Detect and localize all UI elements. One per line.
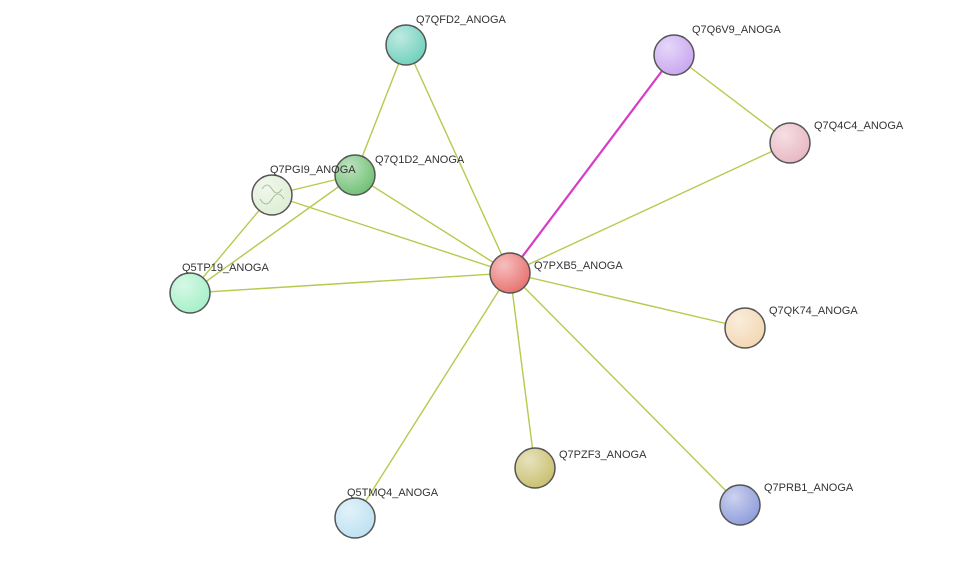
- network-node[interactable]: [490, 253, 530, 293]
- node-label: Q5TP19_ANOGA: [182, 262, 269, 274]
- edge: [510, 143, 790, 273]
- node-label: Q7QK74_ANOGA: [769, 305, 858, 317]
- network-node[interactable]: [252, 175, 292, 215]
- node-label: Q7Q1D2_ANOGA: [375, 154, 465, 166]
- node-label: Q7Q4C4_ANOGA: [814, 120, 904, 132]
- edge: [190, 273, 510, 293]
- network-node[interactable]: [386, 25, 426, 65]
- network-diagram: Q7PXB5_ANOGA Q7QFD2_ANOGA Q7Q6V9_ANOGA Q7Q4…: [0, 0, 975, 568]
- network-node[interactable]: [335, 498, 375, 538]
- edge: [674, 55, 790, 143]
- network-node[interactable]: [515, 448, 555, 488]
- node-label: Q7Q6V9_ANOGA: [692, 24, 781, 36]
- edge: [510, 273, 535, 468]
- node-label: Q7PGI9_ANOGA: [270, 164, 356, 176]
- edge: [272, 195, 510, 273]
- edges-layer: [190, 45, 790, 518]
- labels-layer: Q7PXB5_ANOGA Q7QFD2_ANOGA Q7Q6V9_ANOGA Q7Q4…: [182, 14, 904, 499]
- edge: [510, 273, 745, 328]
- node-label: Q7PRB1_ANOGA: [764, 482, 854, 494]
- node-label: Q7QFD2_ANOGA: [416, 14, 507, 26]
- network-node[interactable]: [654, 35, 694, 75]
- node-label: Q7PZF3_ANOGA: [559, 449, 647, 461]
- network-node[interactable]: [170, 273, 210, 313]
- node-label: Q7PXB5_ANOGA: [534, 260, 623, 272]
- edge: [355, 175, 510, 273]
- edge: [510, 55, 674, 273]
- node-label: Q5TMQ4_ANOGA: [347, 487, 439, 499]
- network-node[interactable]: [720, 485, 760, 525]
- network-node[interactable]: [770, 123, 810, 163]
- edge: [355, 273, 510, 518]
- network-node[interactable]: [725, 308, 765, 348]
- nodes-layer: [170, 25, 810, 538]
